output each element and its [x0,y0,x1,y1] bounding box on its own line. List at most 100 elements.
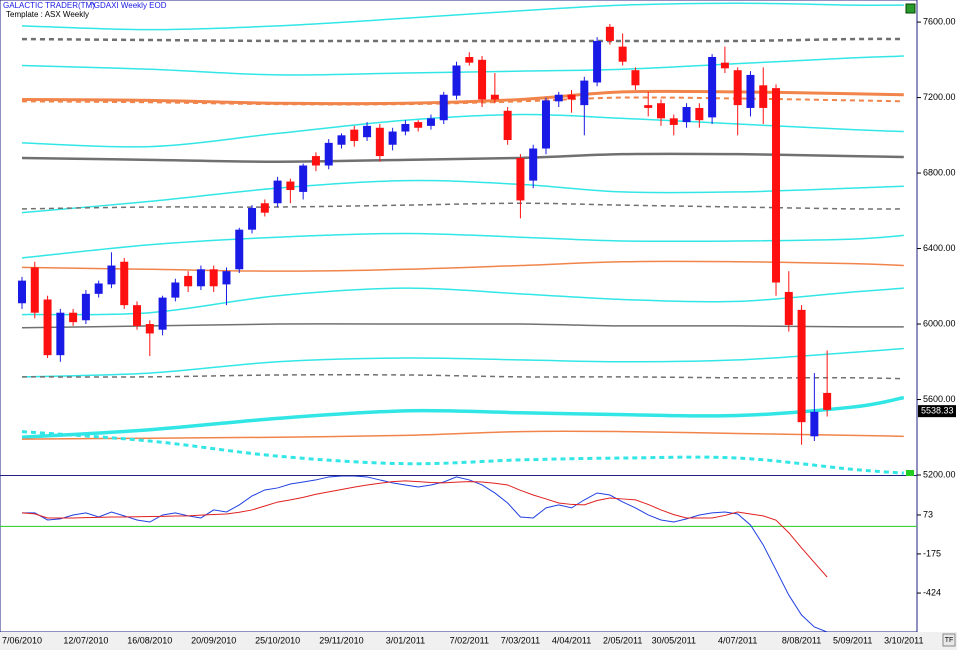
candle-body [273,180,282,204]
candle-body [452,65,461,96]
candle-body [81,293,90,321]
overlay-line [21,55,904,76]
candle-body [107,265,116,285]
overlay-line [21,430,904,475]
candle-body [618,46,627,62]
candle-body [401,123,410,132]
overlay-line [21,152,904,163]
y-tick-label: -424 [923,587,941,597]
candle-body [324,142,333,166]
x-tick-label: 7/02/2011 [450,635,489,645]
x-tick-label: 7/06/2010 [2,635,42,645]
candle-body [554,94,563,102]
axes: 7/06/2010 12/07/2010 16/08/2010 20/09/2010 2… [2,16,956,645]
candle-body [363,125,372,138]
candle-body [644,105,653,108]
candle-body [720,62,729,69]
y-tick-label: 6000.00 [923,318,956,328]
candle-body [465,56,474,63]
overlay-line [21,2,904,31]
candle-body [158,297,167,330]
x-tick-label: 5/09/2011 [833,635,872,645]
candle-body [708,56,717,118]
candle-body [503,110,512,141]
overlay-line [21,430,904,440]
x-tick-label: 16/08/2010 [127,635,172,645]
candle-body [30,267,39,313]
tf-button[interactable] [942,633,956,647]
x-tick-label: 8/08/2011 [782,635,821,645]
x-tick-label: 4/07/2011 [718,635,757,645]
y-tick-label: 73 [923,509,933,519]
y-tick-label: 6400.00 [923,243,956,253]
candle-body [120,261,129,306]
candle-body [516,157,525,201]
candle-body [580,80,589,106]
overlay-line [21,323,904,329]
y-tick-label: 7200.00 [923,92,956,102]
candle-body [823,392,832,410]
x-tick-label: 3/10/2011 [884,635,923,645]
overlay-line [21,232,904,259]
indicator-line [22,476,828,632]
template: Template : ASX Weekly [6,10,89,19]
y-tick-label: 5200.00 [923,469,956,479]
y-tick-label: 7600.00 [923,16,956,26]
candle-body [311,156,320,166]
x-tick-label: 7/03/2011 [501,635,540,645]
candle-body [567,94,576,100]
candle-body [196,269,205,287]
candle-body [797,309,806,423]
overlay-line [21,96,904,106]
overlay-line [21,395,905,440]
candle-body [350,129,359,141]
candle-body [593,40,602,83]
x-tick-label: 3/01/2011 [386,635,425,645]
candle-body [69,312,78,323]
candle-body [529,148,538,181]
overlay-line [21,113,904,148]
candle-body [171,282,180,298]
candle-body [541,100,550,149]
candle-body [222,271,231,285]
overlay-line [21,202,904,210]
candle-body [669,118,678,125]
candle-body [286,181,295,191]
overlay-line [21,347,904,378]
candle-body [248,207,257,230]
indicator-panel [0,476,917,632]
overlay-line [21,260,904,272]
candle-body [759,85,768,108]
candle-body [235,229,244,270]
candle-body [43,299,52,356]
candle-body [439,94,448,121]
x-tick-label: 2/05/2011 [603,635,642,645]
last-price-tag [918,405,956,418]
candle-body [209,269,218,287]
indicator-line [21,480,828,578]
tf-label: TF [945,637,954,644]
overlay-line [21,37,904,43]
candle-body [94,283,103,294]
candle-body [133,305,142,326]
candle-body [299,165,308,192]
candle-body [733,70,742,106]
panel-button[interactable] [905,3,916,14]
x-tick-label: 25/10/2010 [255,635,300,645]
candle-body [184,275,193,287]
candle-body [605,26,614,41]
candle-body [388,131,397,145]
candle-body [772,88,781,283]
resize-handle[interactable] [906,470,914,476]
candle-body [375,127,384,157]
x-tick-label: 4/04/2011 [552,635,591,645]
price-panel [18,2,905,475]
candle-body [260,203,269,213]
candle-body [426,118,435,126]
candle-body [682,107,691,123]
candle-body [337,135,346,145]
x-tick-label: 12/07/2010 [63,635,108,645]
candle-body [810,411,819,437]
candle-body [746,74,755,108]
